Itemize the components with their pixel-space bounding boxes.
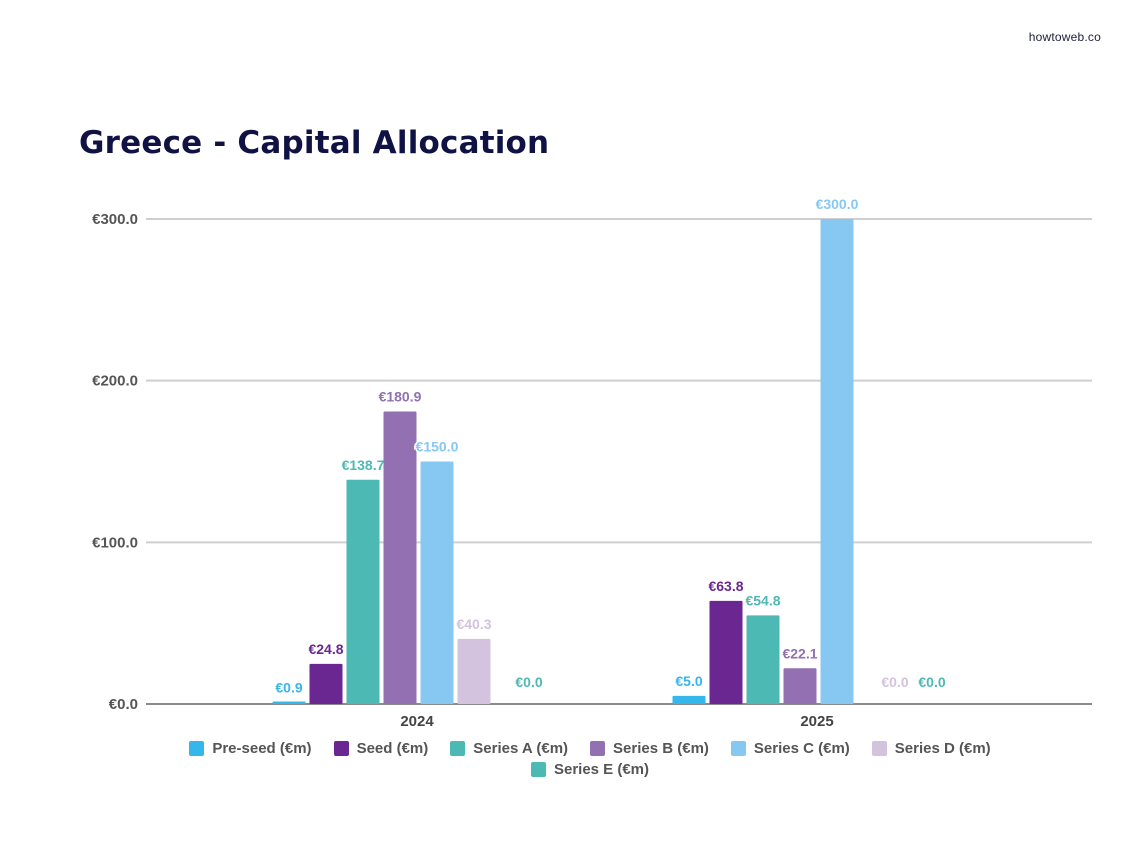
legend-swatch bbox=[730, 741, 746, 756]
bar-2024-series-d-m bbox=[457, 638, 491, 704]
data-label: €0.0 bbox=[515, 674, 542, 690]
data-label: €0.0 bbox=[881, 674, 908, 690]
legend-item: Series E (€m) bbox=[530, 761, 650, 778]
data-label: €180.9 bbox=[379, 389, 422, 405]
legend-swatch bbox=[189, 741, 205, 756]
y-tick-label: €0.0 bbox=[109, 696, 138, 713]
bar-2024-series-a-m bbox=[346, 479, 380, 704]
y-tick-label: €200.0 bbox=[92, 373, 138, 390]
bar-2025-pre-seed-m bbox=[672, 695, 706, 704]
legend-swatch bbox=[590, 741, 606, 756]
bar-2024-series-c-m bbox=[420, 461, 454, 704]
legend-label: Series B (€m) bbox=[613, 740, 709, 757]
legend-label: Series D (€m) bbox=[894, 740, 991, 757]
data-label: €300.0 bbox=[816, 196, 859, 212]
legend-item: Series B (€m) bbox=[590, 740, 709, 757]
legend-label: Series A (€m) bbox=[473, 740, 569, 757]
page-title: Greece - Capital Allocation bbox=[79, 125, 550, 161]
chart-legend: Pre-seed (€m) Seed (€m) Series A (€m) Serie… bbox=[120, 740, 1060, 778]
x-tick-label: 2024 bbox=[400, 713, 434, 730]
x-tick-label: 2025 bbox=[800, 713, 833, 730]
data-label: €0.9 bbox=[275, 680, 302, 696]
bar-2025-series-a-m bbox=[746, 615, 780, 704]
legend-item: Series A (€m) bbox=[450, 740, 568, 757]
brand-label: howtoweb.co bbox=[1028, 30, 1101, 44]
legend-item: Series D (€m) bbox=[871, 740, 991, 757]
bar-2025-series-b-m bbox=[783, 668, 817, 704]
legend-swatch bbox=[450, 741, 466, 756]
y-tick-label: €100.0 bbox=[92, 534, 138, 551]
y-tick-label: €300.0 bbox=[92, 211, 138, 228]
legend-swatch bbox=[333, 741, 349, 756]
bar-2025-seed-m bbox=[709, 600, 743, 704]
legend-item: Pre-seed (€m) bbox=[189, 740, 312, 757]
data-label: €22.1 bbox=[782, 645, 817, 661]
data-label: €5.0 bbox=[675, 673, 702, 689]
legend-swatch bbox=[871, 741, 887, 756]
data-label: €63.8 bbox=[708, 578, 743, 594]
data-label: €24.8 bbox=[308, 641, 343, 657]
bar-2024-series-b-m bbox=[383, 411, 417, 704]
data-label: €54.8 bbox=[745, 592, 780, 608]
data-label: €40.3 bbox=[456, 616, 491, 632]
bar-2024-pre-seed-m bbox=[272, 701, 306, 704]
data-label: €150.0 bbox=[416, 439, 459, 455]
legend-label: Series E (€m) bbox=[553, 761, 650, 778]
legend-item: Seed (€m) bbox=[333, 740, 429, 757]
data-label: €0.0 bbox=[918, 674, 945, 690]
bar-2025-series-c-m bbox=[820, 219, 854, 704]
legend-item: Series C (€m) bbox=[730, 740, 850, 757]
legend-label: Seed (€m) bbox=[356, 740, 429, 757]
data-label: €138.7 bbox=[342, 457, 385, 473]
legend-label: Pre-seed (€m) bbox=[212, 740, 312, 757]
bar-2024-seed-m bbox=[309, 663, 343, 704]
legend-label: Series C (€m) bbox=[753, 740, 850, 757]
legend-swatch bbox=[530, 762, 546, 777]
